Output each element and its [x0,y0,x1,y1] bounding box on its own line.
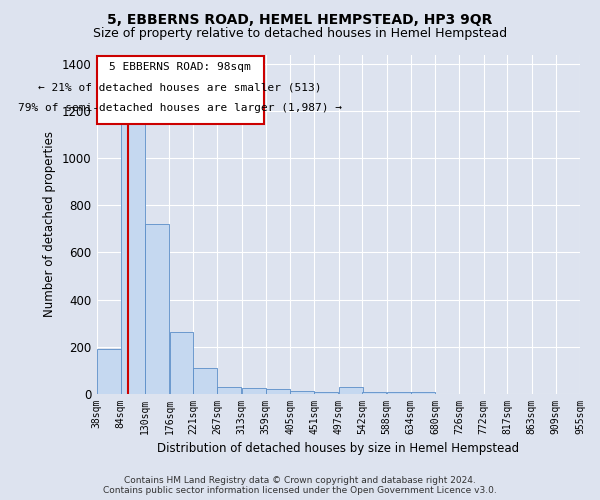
Bar [170,332,193,394]
Bar [339,386,362,394]
Text: 5, EBBERNS ROAD, HEMEL HEMPSTEAD, HP3 9QR: 5, EBBERNS ROAD, HEMEL HEMPSTEAD, HP3 9Q… [107,12,493,26]
Bar [362,392,386,394]
Y-axis label: Number of detached properties: Number of detached properties [43,132,56,318]
Text: 79% of semi-detached houses are larger (1,987) →: 79% of semi-detached houses are larger (… [18,103,342,113]
X-axis label: Distribution of detached houses by size in Hemel Hempstead: Distribution of detached houses by size … [157,442,520,455]
Bar [145,224,169,394]
Bar [193,368,217,394]
FancyBboxPatch shape [97,56,264,124]
Text: ← 21% of detached houses are smaller (513): ← 21% of detached houses are smaller (51… [38,83,322,93]
Bar [290,391,314,394]
Bar [242,388,266,394]
Bar [411,392,435,394]
Text: 5 EBBERNS ROAD: 98sqm: 5 EBBERNS ROAD: 98sqm [109,62,251,72]
Bar [217,386,241,394]
Text: Size of property relative to detached houses in Hemel Hempstead: Size of property relative to detached ho… [93,28,507,40]
Bar [386,392,410,394]
Bar [314,392,338,394]
Bar [97,349,121,394]
Bar [121,123,145,394]
Text: Contains HM Land Registry data © Crown copyright and database right 2024.
Contai: Contains HM Land Registry data © Crown c… [103,476,497,495]
Bar [266,389,290,394]
